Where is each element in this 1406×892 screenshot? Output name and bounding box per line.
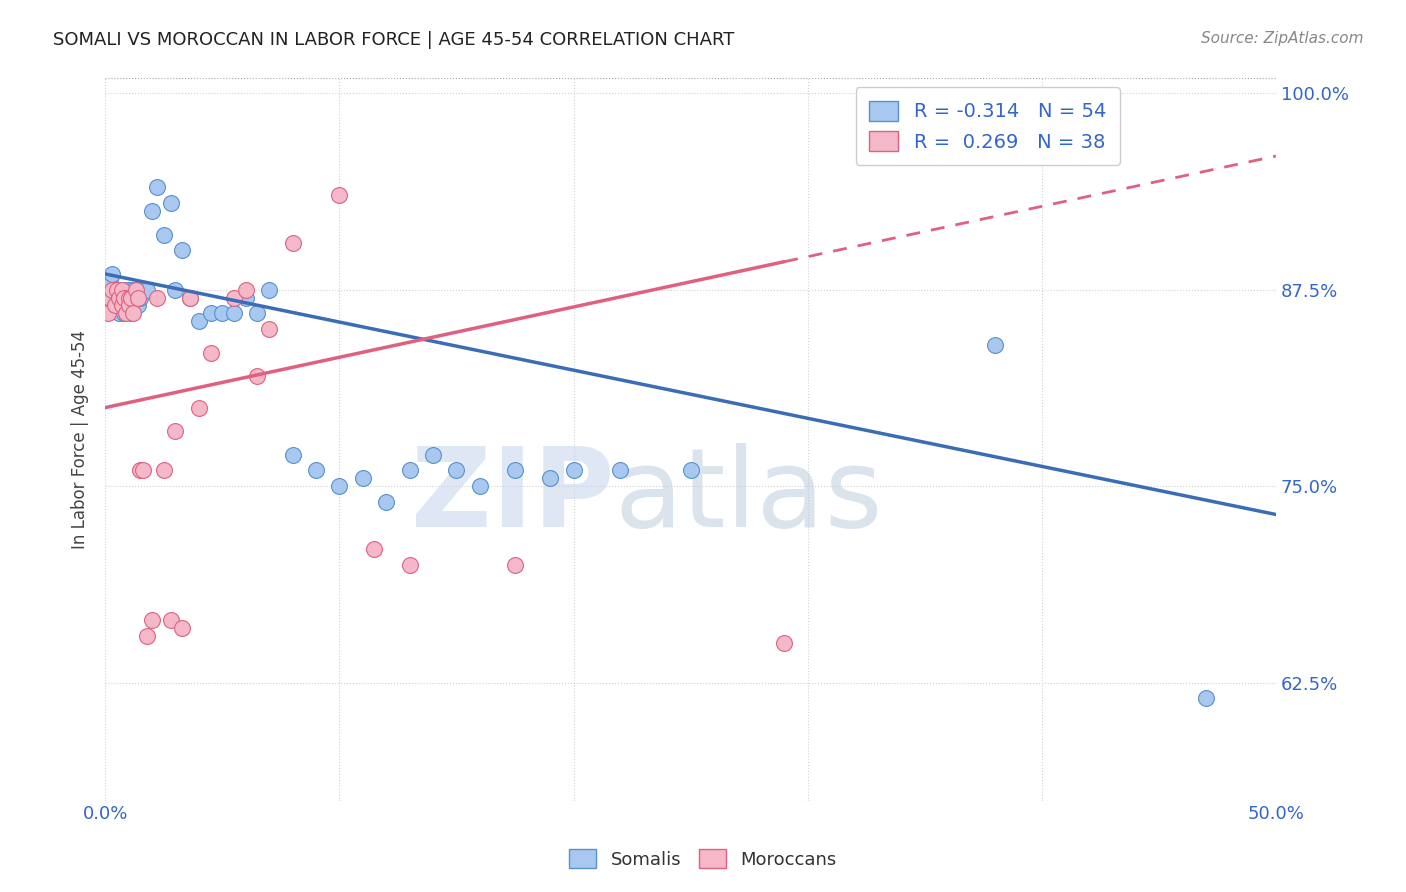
Point: [145, 291, 167, 305]
Point: [110, 283, 132, 297]
Point: [165, 283, 187, 297]
Point: [222, 306, 245, 320]
Point: [363, 542, 385, 557]
Point: [108, 291, 131, 305]
Point: [115, 306, 138, 320]
Point: [136, 283, 159, 297]
Point: [503, 463, 526, 477]
Point: [122, 283, 145, 297]
Point: [398, 558, 420, 572]
Point: [105, 283, 128, 297]
Point: [281, 235, 304, 250]
Point: [103, 298, 125, 312]
Point: [609, 463, 631, 477]
Point: [187, 314, 209, 328]
Point: [1195, 691, 1218, 706]
Point: [96, 283, 118, 297]
Point: [179, 291, 201, 305]
Point: [200, 306, 222, 320]
Text: SOMALI VS MOROCCAN IN LABOR FORCE | AGE 45-54 CORRELATION CHART: SOMALI VS MOROCCAN IN LABOR FORCE | AGE …: [53, 31, 735, 49]
Point: [172, 244, 194, 258]
Point: [235, 291, 257, 305]
Point: [141, 613, 163, 627]
Point: [101, 298, 124, 312]
Point: [112, 306, 135, 320]
Point: [538, 471, 561, 485]
Point: [222, 291, 245, 305]
Point: [211, 306, 233, 320]
Point: [281, 448, 304, 462]
Point: [679, 463, 702, 477]
Point: [105, 283, 128, 297]
Point: [773, 636, 796, 650]
Point: [108, 283, 131, 297]
Point: [122, 306, 145, 320]
Point: [246, 369, 269, 384]
Point: [129, 463, 152, 477]
Point: [117, 298, 139, 312]
Point: [468, 479, 491, 493]
Point: [117, 298, 139, 312]
Point: [129, 291, 152, 305]
Point: [127, 298, 149, 312]
Point: [110, 298, 132, 312]
Point: [98, 275, 121, 289]
Point: [127, 291, 149, 305]
Point: [112, 283, 135, 297]
Point: [328, 479, 350, 493]
Point: [305, 463, 328, 477]
Point: [165, 424, 187, 438]
Point: [246, 306, 269, 320]
Point: [110, 291, 132, 305]
Point: [446, 463, 468, 477]
Point: [131, 463, 153, 477]
Text: ZIP: ZIP: [411, 443, 614, 550]
Point: [117, 291, 139, 305]
Text: Source: ZipAtlas.com: Source: ZipAtlas.com: [1201, 31, 1364, 46]
Point: [422, 448, 444, 462]
Text: atlas: atlas: [614, 443, 883, 550]
Point: [159, 613, 181, 627]
Point: [108, 306, 131, 320]
Point: [984, 337, 1007, 351]
Point: [120, 291, 142, 305]
Point: [200, 345, 222, 359]
Point: [117, 283, 139, 297]
Point: [96, 306, 118, 320]
Point: [187, 401, 209, 415]
Point: [131, 283, 153, 297]
Point: [257, 322, 280, 336]
Point: [152, 463, 174, 477]
Point: [141, 204, 163, 219]
Legend: Somalis, Moroccans: Somalis, Moroccans: [562, 842, 844, 876]
Point: [98, 291, 121, 305]
Point: [98, 291, 121, 305]
Point: [101, 283, 124, 297]
Point: [328, 188, 350, 202]
Point: [172, 621, 194, 635]
Point: [398, 463, 420, 477]
Point: [101, 267, 124, 281]
Point: [159, 196, 181, 211]
Point: [152, 227, 174, 242]
Y-axis label: In Labor Force | Age 45-54: In Labor Force | Age 45-54: [72, 329, 89, 549]
Point: [124, 291, 146, 305]
Point: [136, 628, 159, 642]
Point: [124, 283, 146, 297]
Point: [257, 283, 280, 297]
Legend: R = -0.314   N = 54, R =  0.269   N = 38: R = -0.314 N = 54, R = 0.269 N = 38: [856, 87, 1121, 165]
Point: [105, 283, 128, 297]
Point: [115, 291, 138, 305]
Point: [352, 471, 374, 485]
Point: [110, 298, 132, 312]
Point: [375, 495, 398, 509]
Point: [503, 558, 526, 572]
Point: [120, 306, 142, 320]
Point: [112, 291, 135, 305]
Point: [235, 283, 257, 297]
Point: [562, 463, 585, 477]
Point: [179, 291, 201, 305]
Point: [145, 180, 167, 194]
Point: [103, 291, 125, 305]
